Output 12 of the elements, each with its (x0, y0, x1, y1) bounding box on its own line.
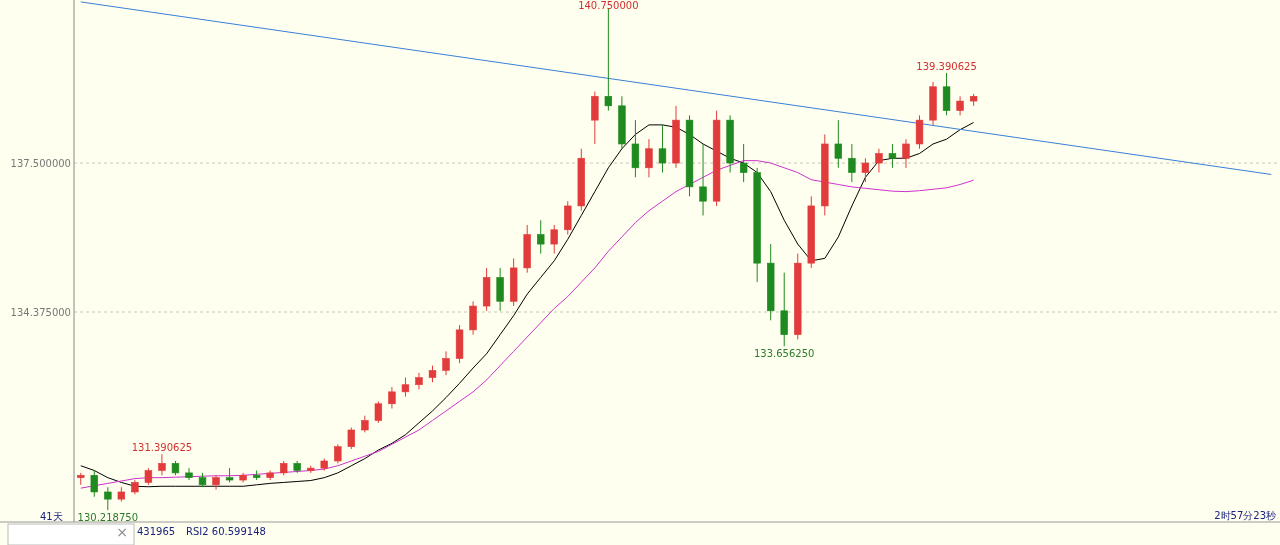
annotation: RSI2 60.599148 (186, 526, 266, 537)
annotation: 131.390625 (131, 442, 193, 454)
annotation: 41天 (40, 511, 63, 522)
annotation: × (116, 524, 128, 540)
y-tick-label: 134.375000 (10, 307, 71, 318)
annotation: 2时57分23秒 (1214, 510, 1276, 521)
annotation: 431965 (137, 526, 176, 537)
y-tick-label: 137.500000 (10, 158, 71, 170)
annotation: 139.390625 (916, 60, 977, 72)
annotation: 130.218750 (77, 512, 139, 524)
annotation: 140.750000 (578, 0, 639, 11)
annotation: 133.656250 (754, 348, 815, 360)
